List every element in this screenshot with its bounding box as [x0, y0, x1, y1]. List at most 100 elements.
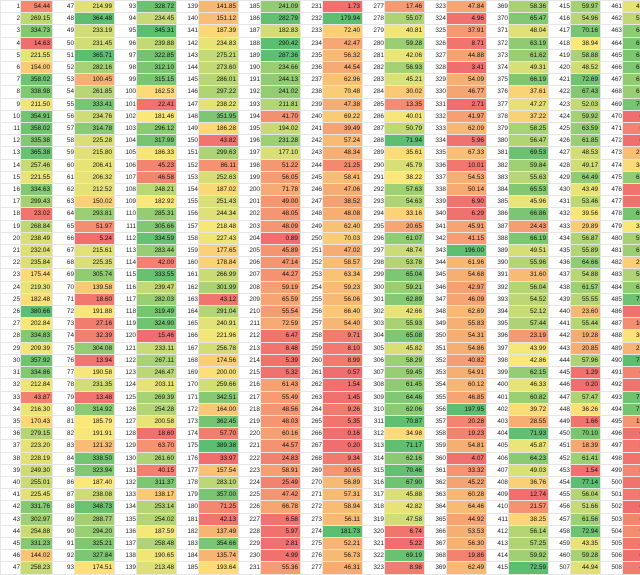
- row-index: 489: [601, 342, 623, 354]
- value-cell: 233.11: [137, 342, 177, 354]
- row-index: 81: [53, 415, 75, 427]
- row-index: 301: [363, 293, 385, 305]
- row-index: 499: [601, 464, 623, 476]
- value-cell: 12.74: [509, 489, 549, 501]
- row-index: 231: [301, 1, 323, 13]
- value-cell: 227.43: [199, 232, 239, 244]
- row-index: 80: [53, 403, 75, 415]
- row-index: 376: [487, 86, 509, 98]
- row-index: 41: [1, 489, 21, 501]
- row-index: 104: [115, 135, 137, 147]
- row-index: 339: [425, 196, 447, 208]
- row-index: 395: [487, 318, 509, 330]
- value-cell: 54.44: [21, 1, 53, 13]
- value-cell: 215.61: [75, 245, 115, 257]
- value-cell: 47.38: [323, 98, 363, 110]
- value-cell: 8.48: [261, 342, 301, 354]
- row-index: 28: [1, 330, 21, 342]
- value-cell: 55.55: [571, 293, 601, 305]
- value-cell: 185.79: [75, 415, 115, 427]
- row-index: 433: [549, 220, 571, 232]
- row-index: 414: [487, 550, 509, 562]
- row-index: 4: [1, 37, 21, 49]
- row-index: 405: [487, 440, 509, 452]
- value-cell: 234.83: [199, 37, 239, 49]
- value-cell: 42.86: [509, 354, 549, 366]
- row-index: 327: [425, 49, 447, 61]
- row-index: 165: [177, 318, 199, 330]
- value-cell: 190.65: [137, 550, 177, 562]
- row-index: 146: [177, 86, 199, 98]
- row-index: 408: [487, 476, 509, 488]
- row-index: 171: [177, 391, 199, 403]
- value-cell: 58.88: [571, 49, 601, 61]
- value-cell: 174.51: [75, 562, 115, 574]
- row-index: 353: [425, 367, 447, 379]
- value-cell: 181.73: [323, 525, 363, 537]
- value-cell: 38.52: [323, 196, 363, 208]
- row-index: 258: [301, 330, 323, 342]
- value-cell: 139.58: [75, 281, 115, 293]
- value-cell: 334.63: [21, 184, 53, 196]
- row-index: 105: [115, 147, 137, 159]
- value-cell: 6.74: [623, 367, 640, 379]
- value-cell: 234.45: [137, 13, 177, 25]
- row-index: 163: [177, 293, 199, 305]
- value-cell: 305.66: [137, 220, 177, 232]
- value-cell: 64.23: [509, 452, 549, 464]
- value-cell: 261.85: [75, 86, 115, 98]
- row-index: 178: [177, 476, 199, 488]
- row-index: 259: [301, 342, 323, 354]
- row-index: 136: [115, 525, 137, 537]
- row-index: 224: [239, 476, 261, 488]
- row-index: 261: [301, 367, 323, 379]
- row-index: 264: [301, 403, 323, 415]
- value-cell: 58.91: [261, 464, 301, 476]
- value-cell: 1.64: [623, 379, 640, 391]
- row-index: 284: [363, 86, 385, 98]
- value-cell: 62.40: [323, 220, 363, 232]
- row-index: 334: [425, 135, 447, 147]
- row-index: 14: [1, 159, 21, 171]
- value-cell: 100.45: [75, 74, 115, 86]
- row-index: 252: [301, 257, 323, 269]
- row-index: 469: [601, 98, 623, 110]
- value-cell: 49.31: [509, 62, 549, 74]
- row-index: 316: [363, 476, 385, 488]
- value-cell: 279.15: [21, 428, 53, 440]
- row-index: 441: [549, 318, 571, 330]
- value-cell: 6.90: [447, 196, 487, 208]
- value-cell: 334.73: [21, 25, 53, 37]
- row-index: 480: [601, 232, 623, 244]
- value-cell: 63.16: [623, 281, 640, 293]
- value-cell: 21.25: [323, 159, 363, 171]
- value-cell: 235.84: [21, 257, 53, 269]
- value-cell: 238.22: [199, 98, 239, 110]
- row-index: 186: [239, 13, 261, 25]
- value-cell: 151.12: [199, 13, 239, 25]
- value-cell: 251.43: [199, 196, 239, 208]
- value-cell: 59.92: [571, 110, 601, 122]
- value-cell: 61.57: [571, 281, 601, 293]
- value-cell: 48.09: [261, 220, 301, 232]
- value-cell: 56.05: [261, 171, 301, 183]
- value-cell: 291.04: [199, 306, 239, 318]
- row-index: 194: [239, 110, 261, 122]
- value-cell: 6.59: [623, 123, 640, 135]
- row-index: 140: [177, 13, 199, 25]
- value-cell: 49.51: [509, 245, 549, 257]
- value-cell: 239.88: [137, 37, 177, 49]
- row-index: 331: [425, 98, 447, 110]
- value-cell: 191.88: [75, 306, 115, 318]
- row-index: 112: [115, 232, 137, 244]
- row-index: 97: [115, 49, 137, 61]
- row-index: 359: [425, 440, 447, 452]
- value-cell: 63.19: [509, 37, 549, 49]
- row-index: 86: [53, 476, 75, 488]
